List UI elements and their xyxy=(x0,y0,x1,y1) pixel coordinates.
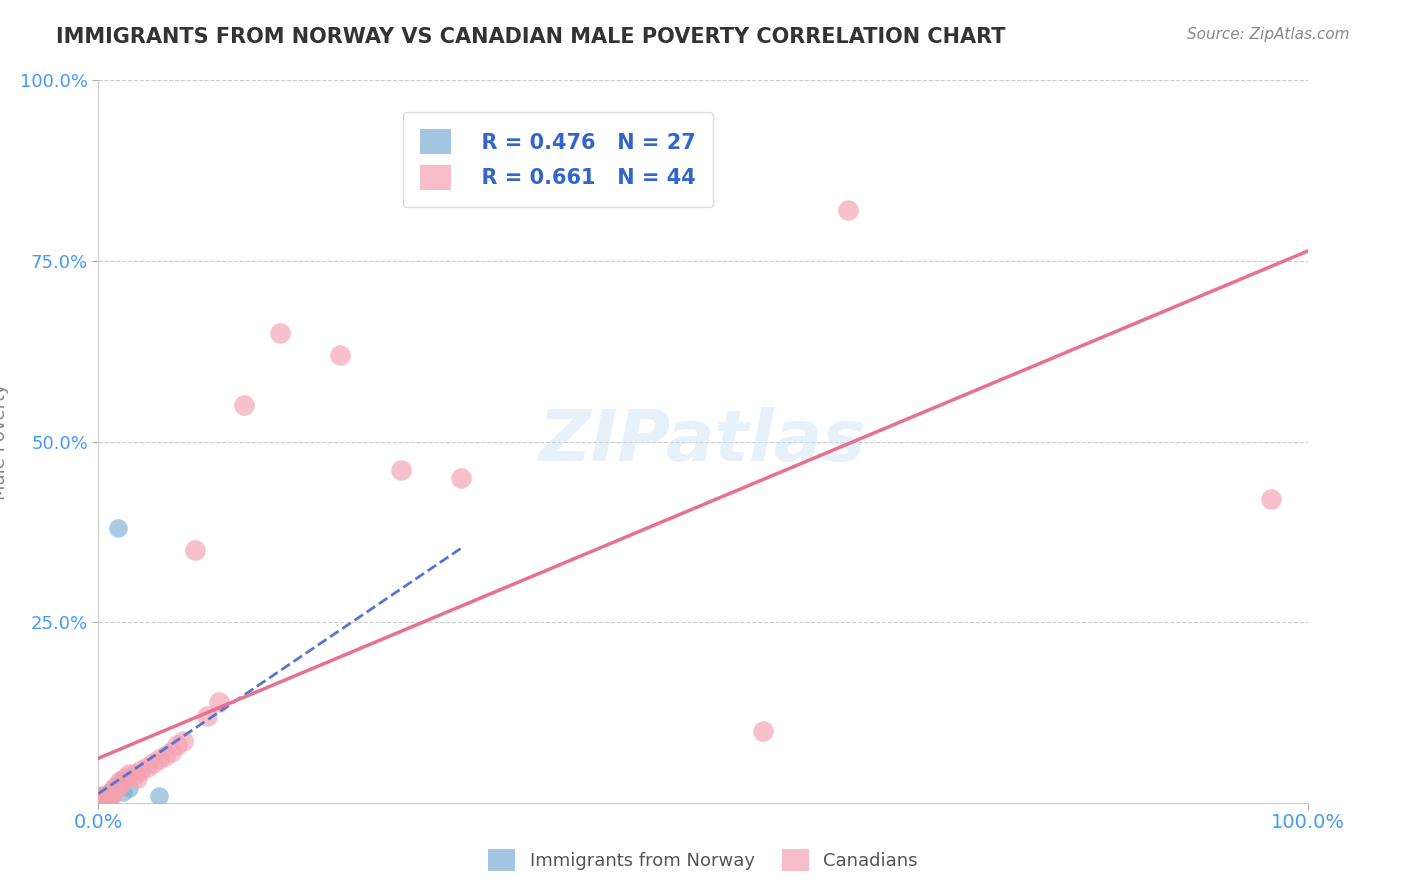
Point xyxy=(100,785,122,799)
Point xyxy=(160,745,183,759)
Point xyxy=(105,778,128,792)
Point xyxy=(96,790,118,805)
Point xyxy=(103,781,125,796)
Point xyxy=(111,774,134,789)
Text: IMMIGRANTS FROM NORWAY VS CANADIAN MALE POVERTY CORRELATION CHART: IMMIGRANTS FROM NORWAY VS CANADIAN MALE … xyxy=(56,27,1005,46)
Point xyxy=(91,792,114,806)
Point xyxy=(232,398,254,412)
Legend: Immigrants from Norway, Canadians: Immigrants from Norway, Canadians xyxy=(481,842,925,879)
Y-axis label: Male Poverty: Male Poverty xyxy=(0,384,8,500)
Point xyxy=(135,760,157,774)
Point xyxy=(100,789,122,803)
Point xyxy=(93,791,115,805)
Point xyxy=(153,748,176,763)
Point xyxy=(91,790,114,805)
Point xyxy=(184,542,207,557)
Point xyxy=(91,789,114,803)
Point xyxy=(129,764,152,778)
Point xyxy=(89,792,111,806)
Point xyxy=(96,790,118,805)
Point xyxy=(101,785,124,799)
Point xyxy=(100,789,122,803)
Point xyxy=(127,771,149,785)
Point xyxy=(97,789,120,803)
Point xyxy=(107,521,129,535)
Point xyxy=(108,774,131,789)
Point xyxy=(93,792,115,806)
Point xyxy=(101,785,124,799)
Point xyxy=(91,792,114,806)
Point xyxy=(90,789,112,803)
Point xyxy=(108,778,131,792)
Point xyxy=(94,789,117,804)
Point xyxy=(96,789,118,803)
Point xyxy=(107,778,129,792)
Point xyxy=(111,785,134,799)
Point xyxy=(105,781,128,796)
Point xyxy=(98,789,121,803)
Point xyxy=(93,789,115,803)
Point xyxy=(124,767,146,781)
Point xyxy=(94,791,117,805)
Point xyxy=(195,709,218,723)
Point xyxy=(100,787,122,801)
Point xyxy=(91,789,114,803)
Point xyxy=(752,723,775,738)
Point xyxy=(90,790,112,805)
Point xyxy=(93,790,115,805)
Point xyxy=(208,695,231,709)
Point xyxy=(389,463,412,477)
Point xyxy=(166,738,188,752)
Point xyxy=(103,781,125,796)
Point xyxy=(148,789,170,803)
Point xyxy=(148,752,170,766)
Point xyxy=(329,348,352,362)
Point xyxy=(114,771,136,785)
Point xyxy=(837,203,859,218)
Point xyxy=(118,781,141,796)
Point xyxy=(98,787,121,801)
Point xyxy=(1260,492,1282,507)
Point xyxy=(269,326,291,340)
Text: Source: ZipAtlas.com: Source: ZipAtlas.com xyxy=(1187,27,1350,42)
Point xyxy=(172,734,194,748)
Point xyxy=(142,756,165,770)
Point xyxy=(94,792,117,806)
Point xyxy=(89,792,111,806)
Point xyxy=(450,470,472,484)
Text: ZIPatlas: ZIPatlas xyxy=(540,407,866,476)
Point xyxy=(91,790,114,805)
Point xyxy=(93,791,115,805)
Point xyxy=(118,767,141,781)
Legend:   R = 0.476   N = 27,   R = 0.661   N = 44: R = 0.476 N = 27, R = 0.661 N = 44 xyxy=(404,112,713,207)
Point xyxy=(91,790,114,805)
Point xyxy=(91,792,114,806)
Point xyxy=(100,785,122,799)
Point xyxy=(97,790,120,805)
Point xyxy=(94,789,117,804)
Point xyxy=(94,792,117,806)
